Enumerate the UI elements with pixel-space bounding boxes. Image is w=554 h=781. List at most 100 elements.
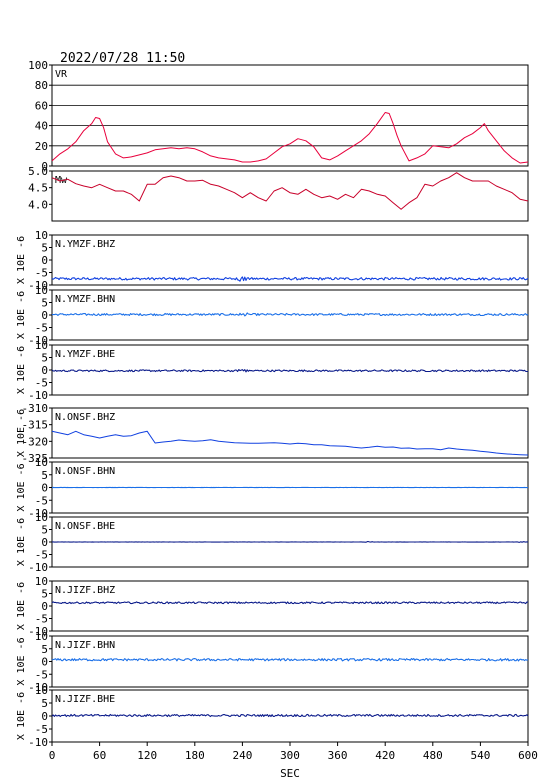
y-tick-label: -310 [22,402,49,415]
x-tick-label: 60 [93,749,106,762]
y-tick-label: 60 [35,99,48,112]
y-tick-label: 5.0 [28,165,48,178]
trace-line [51,112,529,164]
y-tick-label: -5 [35,267,48,280]
y-tick-label: -10 [28,389,48,402]
y-tick-label: 0 [41,600,48,613]
panel-frame [51,580,529,632]
panel-label: N.JIZF.BHN [55,640,115,651]
y-tick-label: -10 [28,681,48,694]
y-tick-label: -325 [22,452,49,465]
y-tick-label: 0 [41,536,48,549]
x-tick-label: 300 [280,749,300,762]
y-tick-label: 5 [41,242,48,255]
y-tick-label: 0 [41,160,48,173]
trace-line [51,658,529,662]
y-tick-label: 10 [35,229,48,242]
y-tick-label: -5 [35,377,48,390]
y-tick-label: 0 [41,710,48,723]
y-tick-label: 10 [35,511,48,524]
y-axis-label: X 10E -6 [16,409,27,457]
y-tick-label: 5 [41,297,48,310]
y-tick-label: 5 [41,643,48,656]
y-axis-label: X 10E -6 [16,518,27,566]
y-tick-label: -5 [35,613,48,626]
panel-frame [51,234,529,286]
y-axis-label: X 10E -6 [16,582,27,630]
panel-label: VR [55,69,68,80]
y-tick-label: 100 [28,59,48,72]
y-tick-label: 0 [41,309,48,322]
y-tick-label: 80 [35,79,48,92]
y-tick-label: 5 [41,469,48,482]
y-tick-label: 10 [35,684,48,697]
y-tick-label: -10 [28,279,48,292]
y-tick-label: -315 [22,419,49,432]
y-axis-label: X 10E -6 [16,463,27,511]
panel-frame [51,407,529,459]
panel-frame [51,170,529,222]
y-tick-label: 4.5 [28,182,48,195]
y-tick-label: -10 [28,736,48,749]
y-tick-label: 5 [41,352,48,365]
panel-frame [51,64,529,167]
x-tick-label: 0 [49,749,56,762]
y-tick-label: -10 [28,561,48,574]
y-tick-label: -10 [28,625,48,638]
trace-line [51,601,528,605]
y-tick-label: -5 [35,549,48,562]
y-tick-label: 20 [35,140,48,153]
y-tick-label: -320 [22,435,49,448]
y-tick-label: 10 [35,575,48,588]
y-tick-label: -10 [28,334,48,347]
y-tick-label: 5 [41,524,48,537]
trace-line [51,312,529,317]
y-tick-label: 0 [41,656,48,669]
panel-label: N.YMZF.BHN [55,294,115,305]
x-tick-label: 420 [375,749,395,762]
y-tick-label: -5 [35,494,48,507]
x-tick-label: 540 [470,749,490,762]
trace-line [51,276,529,282]
panel-label: N.YMZF.BHZ [55,239,115,250]
y-tick-label: 40 [35,120,48,133]
x-tick-label: 120 [137,749,157,762]
panel-label: N.JIZF.BHZ [55,585,115,596]
y-tick-label: -5 [35,668,48,681]
x-tick-label: 480 [423,749,443,762]
y-tick-label: 4.0 [28,198,48,211]
y-axis-label: X 10E -6 [16,637,27,685]
panel-vr: 0 20 40 60 80 100 VR [28,59,529,173]
y-axis-label: X 10E -6 [16,291,27,339]
y-tick-label: 0 [41,364,48,377]
panel-frame [51,635,529,688]
trace-line [51,430,529,456]
panel-label: N.YMZF.BHE [55,349,115,360]
y-axis-label: X 10E -6 [16,236,27,284]
y-tick-label: 5 [41,697,48,710]
y-tick-label: 10 [35,339,48,352]
y-tick-label: 5 [41,588,48,601]
y-tick-label: 0 [41,482,48,495]
x-tick-label: 360 [328,749,348,762]
trace-line [52,541,528,543]
x-tick-label: 180 [185,749,205,762]
y-tick-label: 10 [35,630,48,643]
x-tick-label: 600 [518,749,538,762]
x-axis: 0 60 120 180 240 300 360 420 480 540 600 [49,742,538,762]
trace-line [51,713,529,718]
datetime-label: 2022/07/28 11:50 [60,51,185,66]
y-tick-label: 10 [35,284,48,297]
x-tick-label: 240 [232,749,252,762]
panel-mw: 4.04.55.0Mw [28,165,529,222]
y-tick-label: 0 [41,254,48,267]
panel-label: N.ONSF.BHE [55,521,115,532]
